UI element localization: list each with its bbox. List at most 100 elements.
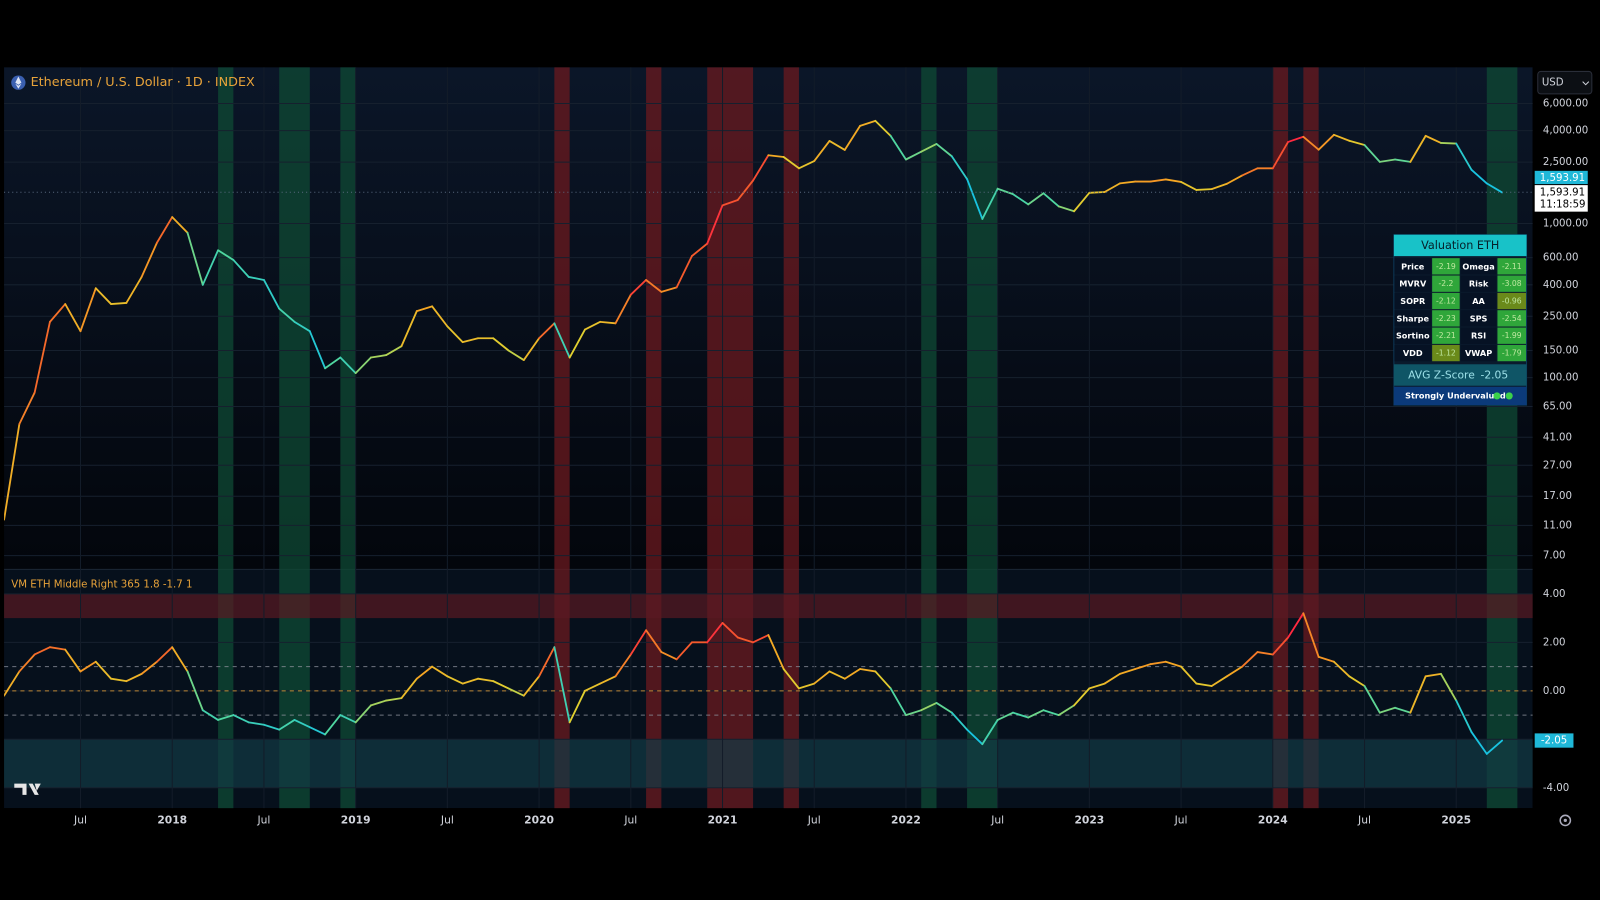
line-segment: [171, 216, 189, 234]
table-title: Valuation ETH: [1421, 239, 1499, 252]
y-tick-label: 4.00: [1543, 589, 1566, 600]
line-segment: [507, 349, 525, 361]
line-segment: [675, 255, 693, 289]
eth-glyph: [15, 76, 22, 89]
line-segment: [354, 356, 372, 375]
line-segment: [996, 711, 1014, 721]
value-cell: [1497, 344, 1527, 362]
line-segment: [49, 303, 67, 323]
line-segment: [1241, 651, 1259, 668]
x-tick-label: 2022: [891, 813, 921, 826]
cell-value: -2.21: [1436, 331, 1456, 340]
line-segment: [645, 279, 663, 293]
line-segment: [79, 287, 97, 333]
line-segment: [1348, 139, 1366, 146]
line-segment: [354, 704, 372, 724]
line-segment: [798, 160, 816, 170]
y-tick-label: 2.00: [1543, 637, 1566, 648]
line-segment: [1149, 660, 1167, 666]
line-segment: [1348, 675, 1366, 687]
line-segment: [415, 665, 433, 680]
line-segment: [385, 697, 403, 702]
value-cell: [1497, 275, 1527, 292]
x-tick-label: Jul: [990, 813, 1004, 826]
value-cell: [1497, 292, 1527, 310]
y-tick-label: -4.00: [1543, 783, 1569, 794]
line-segment: [1394, 706, 1412, 714]
line-segment: [186, 231, 204, 286]
line-segment: [874, 119, 892, 137]
line-segment: [1271, 636, 1289, 656]
line-segment: [263, 279, 281, 310]
line-segment: [889, 134, 907, 161]
avg-label: AVG Z-Score: [1408, 369, 1475, 382]
label-cell: [1394, 310, 1432, 327]
cell-label: VWAP: [1465, 348, 1492, 358]
line-segment: [1195, 682, 1213, 687]
settings-icon[interactable]: [1559, 814, 1572, 827]
logo[interactable]: [14, 783, 41, 795]
line-segment: [859, 119, 877, 127]
y-tick-label: 2,500.00: [1543, 157, 1588, 168]
line-segment: [736, 179, 754, 201]
last-value-box: [1534, 733, 1574, 748]
line-segment: [996, 187, 1014, 196]
line-segment: [1363, 144, 1381, 163]
x-tick-label: Jul: [256, 813, 270, 826]
value-cell: [1432, 275, 1460, 292]
line-segment: [49, 646, 67, 651]
line-segment: [446, 675, 464, 685]
line-segment: [584, 320, 602, 331]
x-tick-label: 2024: [1258, 813, 1288, 826]
line-segment: [874, 670, 892, 690]
line-segment: [1103, 672, 1121, 685]
line-segment: [1210, 675, 1228, 687]
line-segment: [1317, 655, 1335, 663]
cell-label: Sortino: [1396, 331, 1430, 341]
line-segment: [156, 646, 174, 663]
x-tick-label: Jul: [1357, 813, 1371, 826]
line-segment: [110, 677, 128, 683]
y-tick-label: 0.00: [1543, 686, 1566, 697]
line-segment: [1333, 660, 1351, 678]
y-tick-label: 1,000.00: [1543, 218, 1588, 229]
x-tick-label: Jul: [73, 813, 87, 826]
line-segment: [125, 276, 143, 304]
label-cell: [1460, 258, 1497, 275]
label-cell: [1460, 292, 1497, 310]
line-segment: [522, 675, 540, 697]
line-segment: [721, 622, 739, 639]
status: Strongly Undervalued: [1405, 390, 1506, 400]
label-cell: [1394, 275, 1432, 292]
line-segment: [446, 325, 464, 344]
line-segment: [1164, 660, 1182, 668]
currency-button[interactable]: [1537, 70, 1593, 95]
zone: [4, 739, 1533, 788]
line-segment: [660, 286, 678, 293]
x-tick-label: 2025: [1441, 813, 1471, 826]
cell-label: SOPR: [1400, 296, 1426, 306]
indicator-title: VM ETH Middle Right 365 1.8 -1.7 1: [11, 580, 192, 591]
price-line: [4, 119, 1503, 521]
line-segment: [477, 677, 495, 683]
line-segment: [4, 670, 21, 697]
cell-label: VDD: [1403, 348, 1423, 358]
line-segment: [1485, 182, 1503, 194]
line-segment: [767, 154, 785, 158]
last-price-box: [1534, 170, 1588, 185]
line-segment: [461, 337, 479, 344]
line-segment: [1440, 672, 1458, 702]
line-segment: [1164, 178, 1182, 183]
y-tick-label: 17.00: [1543, 491, 1572, 502]
line-segment: [461, 677, 479, 685]
cell-value: -1.99: [1502, 331, 1522, 340]
value-cell: [1432, 258, 1460, 275]
line-segment: [599, 675, 617, 685]
line-segment: [1409, 134, 1427, 163]
line-segment: [950, 711, 968, 731]
line-segment: [4, 423, 21, 521]
line-segment: [1470, 731, 1488, 755]
line-segment: [706, 204, 724, 245]
currency-label: USD: [1542, 78, 1564, 89]
line-segment: [1012, 193, 1030, 206]
